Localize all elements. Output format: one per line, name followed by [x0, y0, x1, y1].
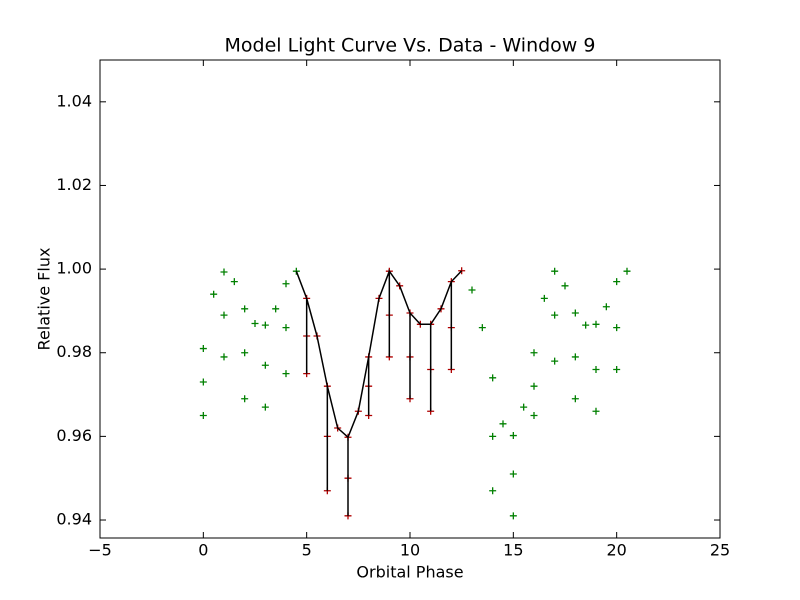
data-point — [282, 280, 290, 288]
x-tick-label: 10 — [400, 541, 420, 560]
data-point — [489, 374, 497, 382]
data-point — [592, 320, 600, 328]
data-point — [241, 395, 249, 403]
data-point — [468, 286, 476, 294]
y-tick-label: 0.94 — [56, 510, 92, 529]
y-axis-label: Relative Flux — [35, 248, 54, 351]
data-point — [199, 345, 207, 353]
data-point — [489, 487, 497, 495]
x-tick-label: −5 — [88, 541, 112, 560]
x-tick-label: 5 — [302, 541, 312, 560]
data-point — [613, 324, 621, 332]
data-point — [592, 407, 600, 415]
data-point — [220, 268, 228, 276]
x-tick-label: 20 — [606, 541, 626, 560]
data-point — [251, 319, 259, 327]
data-point — [520, 403, 528, 411]
data-point — [582, 321, 590, 329]
plot-frame — [99, 59, 721, 539]
data-point — [210, 290, 218, 298]
data-point — [261, 361, 269, 369]
data-point — [571, 309, 579, 317]
data-point — [571, 353, 579, 361]
x-tick-label: 15 — [503, 541, 523, 560]
data-point — [571, 395, 579, 403]
data-point — [199, 378, 207, 386]
data-point — [272, 305, 280, 313]
data-point — [509, 470, 517, 478]
data-point — [530, 349, 538, 357]
data-point — [551, 311, 559, 319]
data-point — [509, 432, 517, 440]
data-point — [623, 267, 631, 275]
data-point — [241, 349, 249, 357]
data-point — [530, 411, 538, 419]
data-point — [602, 303, 610, 311]
y-tick-label: 1.04 — [56, 91, 92, 110]
data-point — [282, 370, 290, 378]
model-line — [295, 268, 463, 516]
x-tick-label: 0 — [198, 541, 208, 560]
y-tick-label: 1.00 — [56, 259, 92, 278]
data-point — [561, 282, 569, 290]
chart-title: Model Light Curve Vs. Data - Window 9 — [225, 35, 596, 57]
data-point — [261, 321, 269, 329]
data-point — [592, 365, 600, 373]
y-tick-label: 0.96 — [56, 426, 92, 445]
data-point — [613, 365, 621, 373]
data-point — [540, 294, 548, 302]
data-point — [220, 353, 228, 361]
y-tick-label: 1.02 — [56, 175, 92, 194]
data-point — [489, 432, 497, 440]
data-point — [241, 305, 249, 313]
data-point — [551, 267, 559, 275]
x-tick-label: 25 — [710, 541, 730, 560]
x-axis-label: Orbital Phase — [356, 563, 463, 582]
data-point — [499, 420, 507, 428]
y-tick-label: 0.98 — [56, 342, 92, 361]
data-point — [220, 311, 228, 319]
data-point — [613, 278, 621, 286]
data-point — [282, 324, 290, 332]
data-point — [530, 382, 538, 390]
data-point — [551, 357, 559, 365]
data-point — [230, 278, 238, 286]
data-point — [261, 403, 269, 411]
data-point — [509, 512, 517, 520]
data-point — [478, 324, 486, 332]
data-point — [199, 411, 207, 419]
